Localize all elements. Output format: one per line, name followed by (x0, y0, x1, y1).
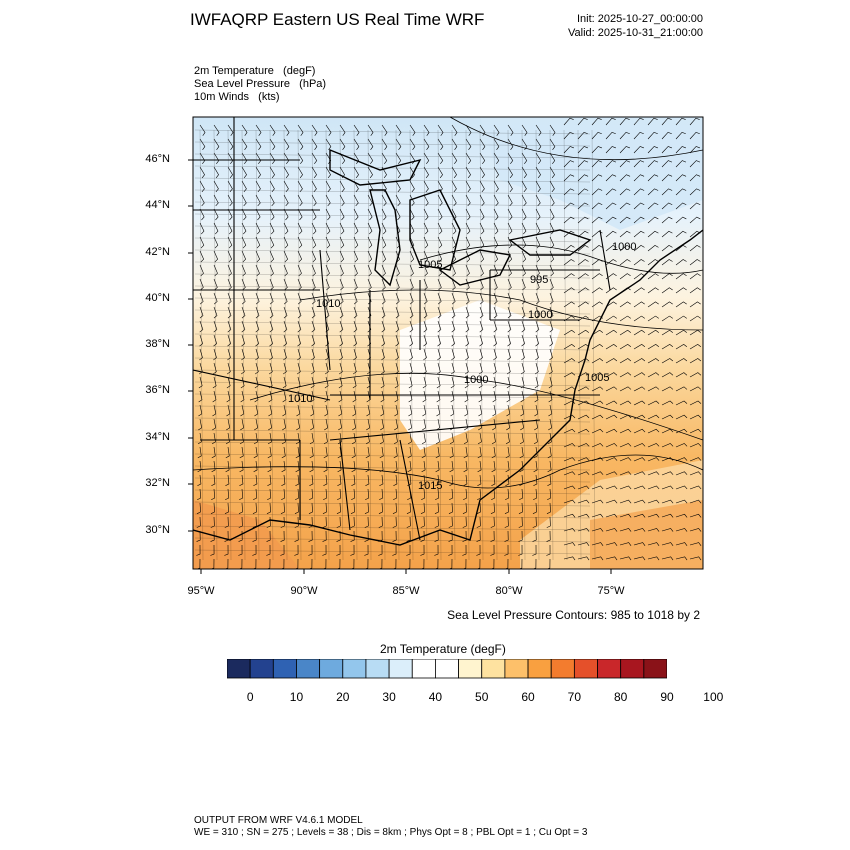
colorbar-swatch (388, 659, 413, 679)
cold-region-northeast (480, 117, 703, 230)
colorbar-label: 30 (382, 690, 396, 704)
lat-label: 32°N (145, 477, 170, 489)
colorbar-swatch (272, 659, 297, 679)
time-info: Init: 2025-10-27_00:00:00 Valid: 2025-10… (568, 12, 703, 40)
model-config: WE = 310 ; SN = 275 ; Levels = 38 ; Dis … (194, 827, 588, 838)
lon-label: 95°W (187, 585, 215, 597)
lat-label: 44°N (145, 199, 170, 211)
valid-time: Valid: 2025-10-31_21:00:00 (568, 27, 703, 39)
colorbar-label: 90 (660, 690, 674, 704)
colorbar-label: 50 (475, 690, 489, 704)
colorbar-label: 80 (613, 690, 628, 704)
colorbar-label: 10 (289, 690, 304, 704)
colorbar-swatch (481, 659, 506, 679)
contour-label: 1005 (418, 259, 442, 271)
contour-label: 1005 (585, 372, 609, 384)
field-winds: 10m Winds (kts) (194, 91, 280, 103)
field-temperature: 2m Temperature (degF) (194, 65, 316, 77)
colorbar-swatch (365, 659, 390, 679)
colorbar-swatch (319, 659, 344, 679)
colorbar-swatch (435, 659, 459, 679)
slp-contour-note: Sea Level Pressure Contours: 985 to 1018… (447, 608, 700, 622)
contour-label: 1010 (288, 393, 312, 405)
pressure-contours (193, 117, 703, 489)
colorbar-swatch (249, 659, 274, 679)
colorbar (227, 659, 667, 679)
field-list: 2m Temperature (degF) Sea Level Pressure… (194, 65, 326, 104)
map-title: IWFAQRP Eastern US Real Time WRF (190, 10, 485, 29)
contour-label: 1000 (464, 374, 488, 386)
map-frame (192, 116, 704, 570)
lat-label: 42°N (145, 246, 170, 258)
colorbar-swatch (458, 659, 483, 679)
contour-label: 1000 (612, 241, 636, 253)
lat-label: 40°N (145, 292, 170, 304)
map-field (193, 117, 703, 569)
colorbar-swatch (411, 659, 436, 679)
colorbar-swatch (504, 659, 529, 679)
lat-label: 46°N (145, 153, 170, 165)
lat-label: 38°N (145, 338, 170, 350)
colorbar-swatch (550, 659, 575, 679)
contour-label: 1010 (316, 298, 340, 310)
model-footer: OUTPUT FROM WRF V4.6.1 MODEL WE = 310 ; … (194, 815, 587, 839)
colorbar-swatch (227, 659, 251, 679)
colorbar-swatch (573, 659, 598, 679)
lon-label: 80°W (495, 585, 523, 597)
colorbar-label: 40 (428, 690, 443, 704)
contour-label: 1000 (528, 309, 552, 321)
contour-label: 1015 (418, 480, 442, 492)
lat-label: 36°N (145, 384, 170, 396)
colorbar-swatch (296, 659, 321, 679)
colorbar-swatch (643, 659, 667, 679)
warm-region-gulf (193, 500, 300, 569)
lon-label: 90°W (290, 585, 318, 597)
lon-label: 75°W (597, 585, 625, 597)
colorbar-title: 2m Temperature (degF) (380, 642, 506, 656)
coastlines (193, 148, 703, 546)
lat-label: 30°N (145, 524, 170, 536)
init-time: Init: 2025-10-27_00:00:00 (577, 13, 703, 25)
warm-region-atlantic (590, 500, 703, 569)
colorbar-label: 100 (703, 690, 724, 704)
field-pressure: Sea Level Pressure (hPa) (194, 78, 327, 90)
colorbar-swatch (620, 659, 645, 679)
colorbar-swatch (527, 659, 552, 679)
colorbar-swatch (342, 659, 367, 679)
contour-labels: 995 1005 1010 1000 1000 1005 1000 1010 1… (288, 241, 636, 492)
contour-label: 995 (530, 274, 548, 286)
colorbar-label: 0 (246, 690, 254, 704)
colorbar-label: 70 (567, 690, 582, 704)
axis-ticks (188, 159, 612, 574)
colorbar-label: 20 (336, 690, 350, 704)
lon-label: 85°W (392, 585, 420, 597)
colorbar-label: 60 (521, 690, 535, 704)
colorbar-swatch (597, 659, 622, 679)
lat-label: 34°N (145, 431, 170, 443)
model-version: OUTPUT FROM WRF V4.6.1 MODEL (194, 815, 363, 826)
wind-barbs (196, 117, 702, 569)
